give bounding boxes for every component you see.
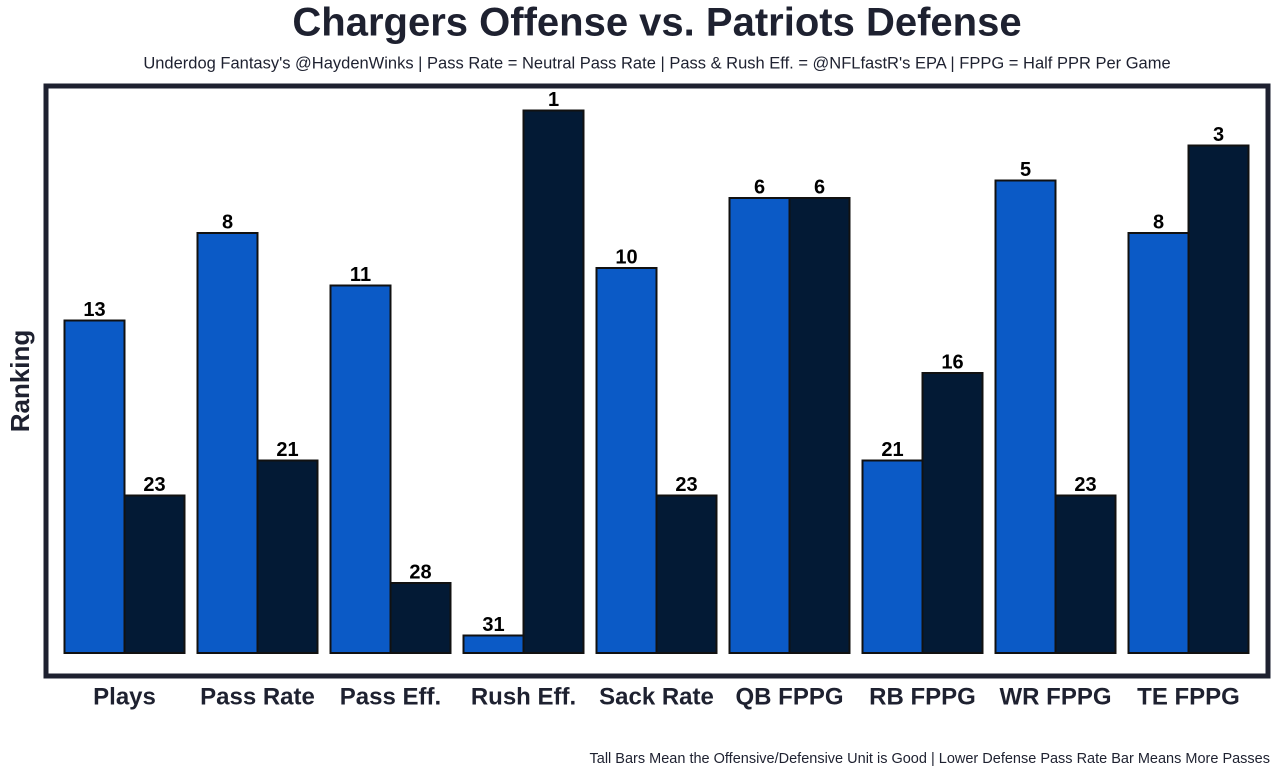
value-label: 21	[276, 439, 298, 461]
bar	[63, 319, 126, 654]
value-label: 5	[1020, 159, 1031, 181]
value-label: 3	[1213, 124, 1224, 146]
bar	[1127, 232, 1190, 654]
x-tick-label: Plays	[93, 683, 156, 710]
x-tick-label: WR FPPG	[1000, 683, 1112, 710]
x-tick-label: QB FPPG	[735, 683, 843, 710]
bar	[788, 197, 851, 654]
x-tick-label: Pass Rate	[200, 683, 315, 710]
x-tick-label: RB FPPG	[869, 683, 976, 710]
x-tick-label: Rush Eff.	[471, 683, 576, 710]
chart-subtitle: Underdog Fantasy's @HaydenWinks | Pass R…	[143, 54, 1170, 72]
y-axis-label: Ranking	[5, 330, 35, 433]
bar	[861, 459, 924, 654]
bar	[522, 109, 585, 654]
bar	[728, 197, 791, 654]
bar	[196, 232, 259, 654]
x-tick-label: Sack Rate	[599, 683, 714, 710]
bar	[1054, 494, 1117, 654]
value-label: 16	[941, 351, 963, 373]
value-label: 23	[143, 474, 165, 496]
value-label: 21	[881, 439, 903, 461]
bar	[462, 634, 525, 654]
value-label: 23	[1074, 474, 1096, 496]
x-tick-label: TE FPPG	[1137, 683, 1240, 710]
bar	[655, 494, 718, 654]
x-tick-label: Pass Eff.	[340, 683, 441, 710]
bar	[123, 494, 186, 654]
plot-frame	[43, 83, 1271, 679]
bar	[389, 582, 452, 654]
value-label: 10	[615, 246, 637, 268]
value-label: 31	[482, 614, 504, 636]
value-label: 13	[83, 299, 105, 321]
value-label: 6	[814, 176, 825, 198]
value-label: 23	[675, 474, 697, 496]
value-label: 11	[350, 264, 371, 286]
footnote: Tall Bars Mean the Offensive/Defensive U…	[590, 751, 1270, 767]
bar	[256, 459, 319, 654]
bar	[595, 267, 658, 654]
value-label: 28	[409, 561, 431, 583]
value-label: 6	[754, 176, 765, 198]
bar	[994, 179, 1057, 654]
bar	[1187, 144, 1250, 654]
bar	[921, 372, 984, 654]
value-label: 8	[222, 211, 233, 233]
bar	[329, 284, 392, 654]
chart-title: Chargers Offense vs. Patriots Defense	[292, 1, 1021, 45]
value-label: 8	[1153, 211, 1164, 233]
value-label: 1	[548, 89, 559, 111]
